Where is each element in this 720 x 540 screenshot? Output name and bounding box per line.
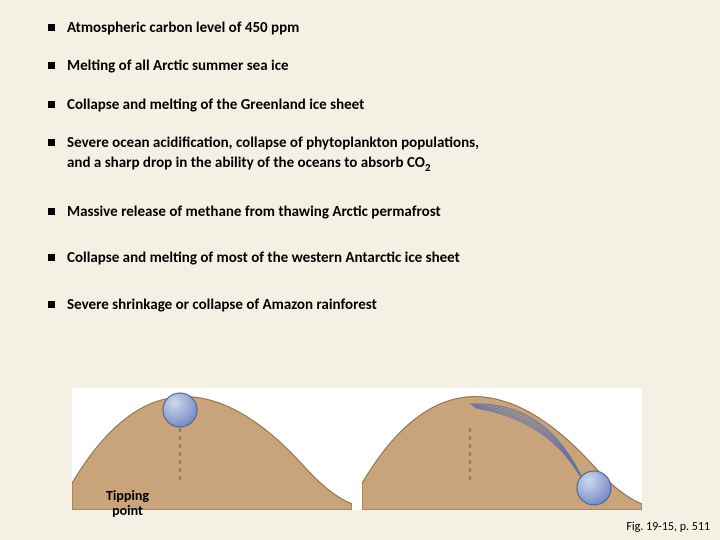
bullet-marker xyxy=(48,254,55,261)
figure-reference: Fig. 19-15, p. 511 xyxy=(626,520,710,534)
bullet-text: Melting of all Arctic summer sea ice xyxy=(67,56,289,76)
bullet-marker xyxy=(48,301,55,308)
bullet-marker xyxy=(48,101,55,108)
bullet-item: Severe ocean acidification, collapse of … xyxy=(48,133,690,176)
bullet-marker xyxy=(48,139,55,146)
bullet-text: Collapse and melting of most of the west… xyxy=(67,248,460,268)
tipping-point-diagram xyxy=(72,388,642,510)
tipping-point-label: Tippingpoint xyxy=(106,488,149,519)
bullet-item: Collapse and melting of the Greenland ic… xyxy=(48,95,690,115)
bullet-text: Severe shrinkage or collapse of Amazon r… xyxy=(67,295,377,315)
bullet-marker xyxy=(48,208,55,215)
bullet-item: Collapse and melting of most of the west… xyxy=(48,248,690,268)
bullet-text: Collapse and melting of the Greenland ic… xyxy=(67,95,364,115)
bullet-marker xyxy=(48,62,55,69)
bullet-text: Severe ocean acidification, collapse of … xyxy=(67,133,479,176)
bullet-marker xyxy=(48,24,55,31)
bullet-item: Atmospheric carbon level of 450 ppm xyxy=(48,18,690,38)
bullet-list: Atmospheric carbon level of 450 ppm Melti… xyxy=(0,0,720,315)
diagram-right xyxy=(362,388,642,510)
bullet-text: Atmospheric carbon level of 450 ppm xyxy=(67,18,299,38)
bullet-item: Melting of all Arctic summer sea ice xyxy=(48,56,690,76)
bullet-text: Massive release of methane from thawing … xyxy=(67,202,441,222)
bullet-item: Massive release of methane from thawing … xyxy=(48,202,690,222)
bullet-item: Severe shrinkage or collapse of Amazon r… xyxy=(48,295,690,315)
